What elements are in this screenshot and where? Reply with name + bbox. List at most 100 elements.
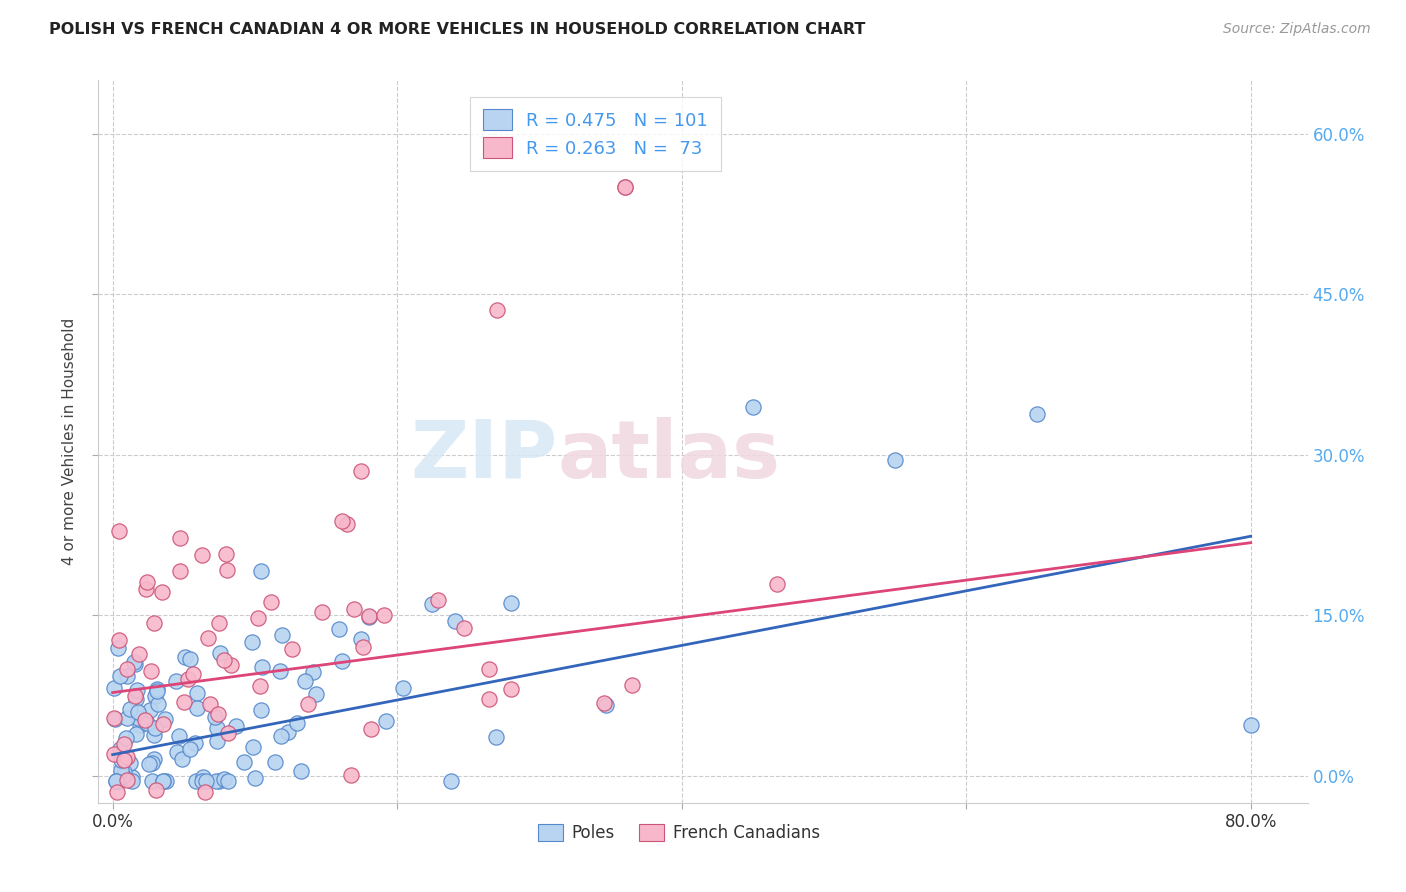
Legend: Poles, French Canadians: Poles, French Canadians <box>531 817 827 848</box>
Point <box>146 682 169 697</box>
Point <box>613 180 636 194</box>
Point <box>105 785 128 799</box>
Point <box>260 595 283 609</box>
Point <box>121 770 143 784</box>
Point <box>124 689 146 703</box>
Point <box>330 654 353 668</box>
Point <box>501 596 523 610</box>
Point <box>110 753 132 767</box>
Point <box>165 674 187 689</box>
Point <box>152 717 174 731</box>
Point <box>884 453 907 467</box>
Point <box>127 683 149 698</box>
Y-axis label: 4 or more Vehicles in Household: 4 or more Vehicles in Household <box>62 318 77 566</box>
Text: Source: ZipAtlas.com: Source: ZipAtlas.com <box>1223 22 1371 37</box>
Point <box>207 707 229 722</box>
Point <box>328 622 350 636</box>
Point <box>453 621 475 635</box>
Point <box>139 703 162 717</box>
Point <box>252 660 274 674</box>
Point <box>250 703 273 717</box>
Point <box>139 664 162 678</box>
Point <box>148 697 170 711</box>
Point <box>145 783 167 797</box>
Point <box>112 753 135 767</box>
Point <box>357 610 380 624</box>
Point <box>174 650 197 665</box>
Point <box>290 764 312 778</box>
Point <box>427 592 450 607</box>
Point <box>170 752 193 766</box>
Point <box>485 731 508 745</box>
Point <box>741 400 763 414</box>
Point <box>232 756 254 770</box>
Point <box>198 697 221 711</box>
Point <box>146 683 169 698</box>
Point <box>181 666 204 681</box>
Point <box>444 614 467 628</box>
Point <box>374 714 396 728</box>
Point <box>141 756 163 771</box>
Point <box>142 752 165 766</box>
Point <box>108 774 131 789</box>
Point <box>110 764 132 778</box>
Point <box>186 774 208 789</box>
Point <box>249 679 271 693</box>
Point <box>270 729 292 743</box>
Point <box>336 517 359 532</box>
Point <box>215 547 238 561</box>
Point <box>217 725 239 739</box>
Point <box>281 641 304 656</box>
Point <box>440 774 463 789</box>
Point <box>217 774 239 789</box>
Point <box>105 774 128 789</box>
Point <box>264 755 287 769</box>
Point <box>186 701 208 715</box>
Point <box>152 774 174 789</box>
Point <box>173 695 195 709</box>
Point <box>1026 407 1049 421</box>
Point <box>186 686 208 700</box>
Point <box>150 585 173 599</box>
Point <box>191 770 214 784</box>
Point <box>179 742 201 756</box>
Point <box>115 662 138 676</box>
Point <box>190 774 212 789</box>
Point <box>478 662 501 676</box>
Point <box>115 749 138 764</box>
Point <box>209 646 232 660</box>
Point <box>135 574 157 589</box>
Point <box>155 774 177 789</box>
Point <box>169 564 191 578</box>
Point <box>250 564 273 578</box>
Point <box>122 656 145 670</box>
Point <box>143 728 166 742</box>
Point <box>342 601 364 615</box>
Point <box>103 681 125 695</box>
Point <box>115 772 138 787</box>
Point <box>121 774 143 789</box>
Point <box>285 715 308 730</box>
Point <box>124 657 146 671</box>
Point <box>127 705 149 719</box>
Point <box>135 582 157 596</box>
Point <box>104 774 127 789</box>
Point <box>105 774 128 789</box>
Point <box>169 531 191 545</box>
Point <box>143 689 166 703</box>
Point <box>269 664 291 678</box>
Point <box>373 608 395 623</box>
Point <box>205 721 228 735</box>
Point <box>141 774 163 789</box>
Point <box>104 712 127 726</box>
Point <box>112 737 135 751</box>
Point <box>212 652 235 666</box>
Point <box>143 615 166 630</box>
Point <box>115 669 138 683</box>
Point <box>242 739 264 754</box>
Point <box>205 773 228 788</box>
Point <box>240 634 263 648</box>
Point <box>108 669 131 683</box>
Point <box>360 723 382 737</box>
Point <box>118 702 141 716</box>
